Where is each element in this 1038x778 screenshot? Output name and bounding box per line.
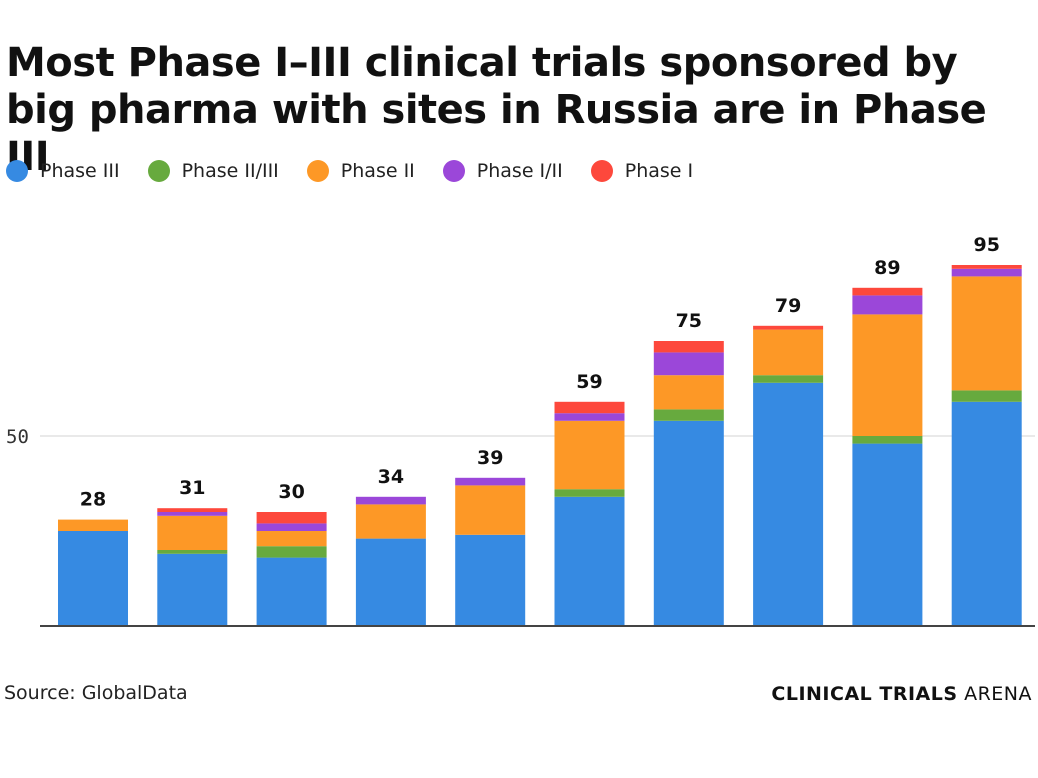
bar-segment [951,390,1022,402]
bar-segment [753,325,824,330]
y-tick-label: 50 [6,426,29,448]
total-label: 34 [378,466,404,488]
brand-bold: CLINICAL TRIALS [771,683,958,705]
chart-title: Most Phase I–III clinical trials sponsor… [6,40,987,180]
legend-swatch [442,160,465,182]
bar-segment [157,553,228,626]
bar-segment [455,534,526,626]
legend-item: Phase III [6,160,120,182]
bar-segment [157,512,228,516]
bar-segment [554,401,625,414]
bar-segment [58,531,128,626]
brand-logo: CLINICAL TRIALS ARENA [771,683,1032,705]
bar-segment [256,512,327,524]
bar-segment [554,489,625,497]
bar-segment [256,546,327,558]
bar-segment [653,352,724,376]
bar-segment [951,268,1022,277]
bar-segment [951,276,1022,391]
bar-segment [256,531,327,547]
total-label: 28 [80,489,106,511]
bar-segment [852,287,923,296]
bar-segment [455,485,526,535]
legend-item: Phase I/II [442,160,563,182]
total-label: 79 [775,295,801,317]
legend-swatch [590,160,613,182]
bar-segment [355,496,426,505]
total-label: 59 [576,371,602,393]
bar-segment [157,508,228,512]
bar-segment [157,550,228,554]
legend-label: Phase II/III [181,160,279,182]
legend-swatch [147,160,170,182]
bar-segment [554,496,625,626]
bar-segment [58,519,128,531]
bar-segment [852,443,923,626]
total-label: 95 [973,234,999,256]
bar-segment [256,557,327,626]
bar-segment [753,382,824,626]
bar-segment [554,413,625,421]
legend: Phase III Phase II/III Phase II Phase I/II P… [6,160,693,182]
total-label: 30 [278,481,304,503]
total-label: 31 [179,477,205,499]
bar-segment [455,477,526,486]
bar-segment [951,265,1022,269]
legend-swatch [6,160,28,182]
bar-segment [653,420,724,626]
bar-segment [653,341,724,353]
legend-label: Phase I [624,160,694,182]
bar-segment [753,329,824,376]
bar-segment [554,420,625,490]
bar-segment [852,314,923,436]
bar-segment [753,375,824,383]
bar-segment [653,375,724,410]
bar-segment [852,295,923,315]
legend-label: Phase II [340,160,415,182]
bar-segment [157,515,228,550]
bar-segment [256,523,327,531]
bar-segment [951,401,1022,626]
legend-label: Phase III [40,160,120,182]
total-label: 89 [874,257,900,279]
bar-segment [852,436,923,444]
bar-segment [653,409,724,421]
bar-segment [355,538,426,626]
total-label: 39 [477,447,503,469]
source-note: Source: GlobalData [4,682,188,704]
legend-item: Phase II [306,160,415,182]
bar-segment [355,504,426,539]
brand-light: ARENA [957,683,1032,705]
legend-item: Phase I [590,160,694,182]
legend-label: Phase I/II [476,160,563,182]
legend-swatch [306,160,329,182]
legend-item: Phase II/III [147,160,279,182]
total-label: 75 [676,310,702,332]
